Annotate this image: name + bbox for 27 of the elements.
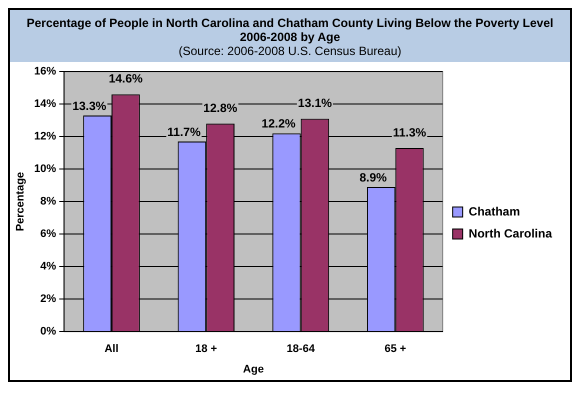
y-tick-label: 14% bbox=[34, 98, 56, 110]
data-label: 13.3% bbox=[72, 98, 107, 113]
data-label: 12.8% bbox=[203, 100, 238, 115]
y-tick-label: 0% bbox=[40, 326, 56, 338]
y-tick-label: 2% bbox=[40, 293, 56, 306]
x-tick-label: 18 + bbox=[195, 343, 217, 356]
y-tick-label: 6% bbox=[40, 228, 56, 240]
legend-label: Chatham bbox=[468, 204, 520, 218]
data-label: 12.2% bbox=[262, 116, 296, 131]
x-tick-label: All bbox=[104, 343, 119, 356]
data-label: 14.6% bbox=[108, 72, 144, 86]
y-tick-label: 4% bbox=[40, 260, 56, 273]
y-axis-title: Percentage bbox=[14, 172, 27, 232]
y-tick-label: 12% bbox=[34, 130, 56, 143]
x-axis-title: Age bbox=[243, 363, 264, 376]
y-tick-label: 16% bbox=[34, 66, 56, 78]
y-tick-label: 10% bbox=[34, 163, 56, 176]
data-label: 13.1% bbox=[298, 96, 332, 110]
data-label: 8.9% bbox=[359, 170, 388, 184]
chart-title: Percentage of People in North Carolina and Chatham County Living Below the Poverty Level 2006-2008 by Age bbox=[26, 16, 554, 44]
x-tick-label: 65 + bbox=[384, 343, 406, 356]
text: (Source: 2006-2008 U.S. Census Bureau) bbox=[178, 44, 402, 58]
data-label: 11.7% bbox=[167, 124, 201, 139]
data-label: 11.3% bbox=[392, 125, 427, 140]
x-tick-label: 18-64 bbox=[286, 343, 316, 356]
y-tick-label: 8% bbox=[40, 196, 56, 208]
legend-label: North Carolina bbox=[468, 226, 552, 240]
